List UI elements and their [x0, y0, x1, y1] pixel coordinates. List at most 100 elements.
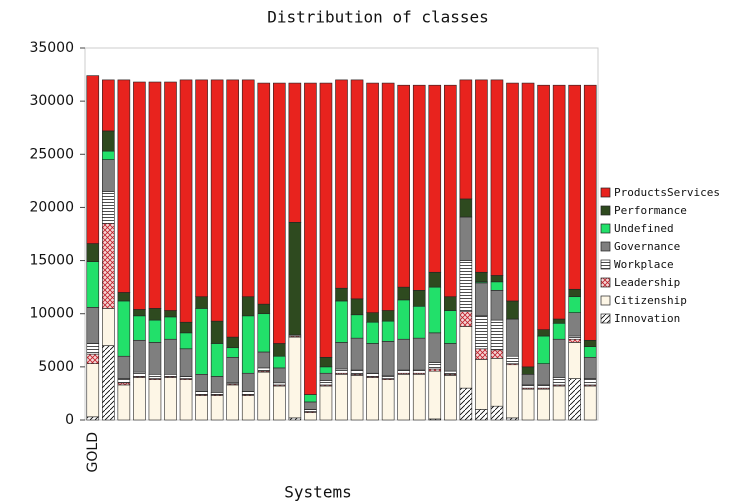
bar-segment: [521, 366, 535, 375]
bar-segment: [475, 271, 488, 283]
bar-segment: [335, 368, 348, 374]
bar-segment: [117, 79, 131, 293]
bar-segment: [583, 346, 597, 358]
bar-segment: [506, 417, 519, 421]
bar-segment: [506, 318, 519, 357]
bar-segment: [583, 356, 597, 379]
bar-segment: [273, 355, 286, 369]
bar-segment: [568, 84, 581, 290]
bar-segment: [304, 412, 317, 421]
bar-segment: [475, 282, 488, 317]
bar-segment: [428, 271, 442, 288]
legend-swatch: [600, 241, 611, 252]
bar-segment: [428, 362, 442, 370]
bar-segment: [102, 159, 115, 192]
bar-segment: [537, 329, 550, 337]
bar-segment: [133, 81, 146, 310]
bar-segment: [273, 385, 286, 421]
bar-segment: [475, 359, 488, 410]
bar-segment: [537, 335, 550, 364]
bar-segment: [164, 377, 177, 421]
bar-segment: [86, 261, 100, 308]
bar-segment: [319, 372, 333, 381]
y-tick-label: 20000: [29, 199, 74, 215]
legend-swatch: [600, 313, 611, 324]
bar-segment: [241, 296, 255, 317]
bar-segment: [117, 300, 131, 357]
bar-segment: [506, 355, 519, 364]
bar-segment: [381, 375, 395, 379]
bar-segment: [537, 84, 550, 330]
bar-segment: [304, 409, 317, 412]
bar-segment: [444, 375, 457, 421]
bar-segment: [490, 358, 504, 407]
bar-segment: [537, 363, 550, 386]
bar-segment: [568, 338, 581, 343]
bar-segment: [335, 373, 348, 421]
bar-segment: [459, 198, 473, 218]
chart-title: Distribution of classes: [267, 8, 489, 27]
bar-segment: [164, 310, 177, 318]
bar-segment: [86, 243, 100, 262]
bar-segment: [86, 416, 100, 421]
bar-segment: [304, 401, 317, 410]
bar-segment: [381, 320, 395, 342]
bar-segment: [319, 356, 333, 368]
bar-segment: [459, 311, 473, 327]
bar-segment: [304, 394, 317, 403]
bar-segment: [350, 314, 364, 339]
bar-segment: [412, 290, 426, 307]
bar-segment: [506, 364, 519, 419]
legend-swatch: [600, 223, 611, 234]
bar-segment: [288, 417, 302, 421]
bar-segment: [335, 342, 348, 370]
x-axis-label: Systems: [284, 483, 351, 502]
legend-label: Performance: [614, 204, 687, 217]
bar-segment: [366, 343, 379, 374]
bar-segment: [226, 79, 239, 338]
bar-segment: [366, 377, 379, 421]
bar-segment: [195, 373, 208, 392]
y-tick-label: 10000: [29, 306, 74, 322]
bar-segment: [381, 341, 395, 376]
y-tick-label: 25000: [29, 146, 74, 162]
bar-segment: [350, 337, 364, 371]
bar-segment: [257, 367, 271, 372]
bar-segment: [412, 305, 426, 339]
bar-segment: [179, 376, 193, 379]
legend-label: Workplace: [614, 258, 674, 271]
bar-segment: [86, 343, 100, 355]
bar-segment: [583, 378, 597, 386]
bar-segment: [102, 345, 115, 421]
bar-segment: [319, 380, 333, 386]
y-tick-label: 35000: [29, 40, 74, 56]
bar-segment: [490, 275, 504, 283]
bar-segment: [319, 385, 333, 421]
bar-segment: [86, 75, 100, 244]
bar-segment: [412, 369, 426, 374]
bar-segment: [412, 373, 426, 421]
bar-segment: [210, 392, 224, 395]
bar-segment: [428, 286, 442, 334]
bar-segment: [195, 391, 208, 395]
bar-segment: [506, 300, 519, 320]
bar-segment: [397, 84, 410, 288]
bar-segment: [552, 377, 566, 386]
bar-segment: [552, 338, 566, 378]
bar-segment: [552, 318, 566, 324]
bar-segment: [475, 409, 488, 421]
bar-segment: [444, 84, 457, 298]
bar-segment: [148, 81, 162, 309]
bar-segment: [335, 287, 348, 302]
legend-label: ProductsServices: [614, 186, 720, 199]
bar-segment: [366, 312, 379, 323]
bar-segment: [490, 319, 504, 351]
bar-segment: [459, 260, 473, 312]
bar-segment: [241, 79, 255, 298]
bar-segment: [475, 315, 488, 350]
bar-segment: [350, 369, 364, 375]
bar-segment: [117, 355, 131, 379]
bar-segment: [86, 363, 100, 418]
bar-segment: [133, 315, 146, 341]
bar-segment: [381, 82, 395, 311]
